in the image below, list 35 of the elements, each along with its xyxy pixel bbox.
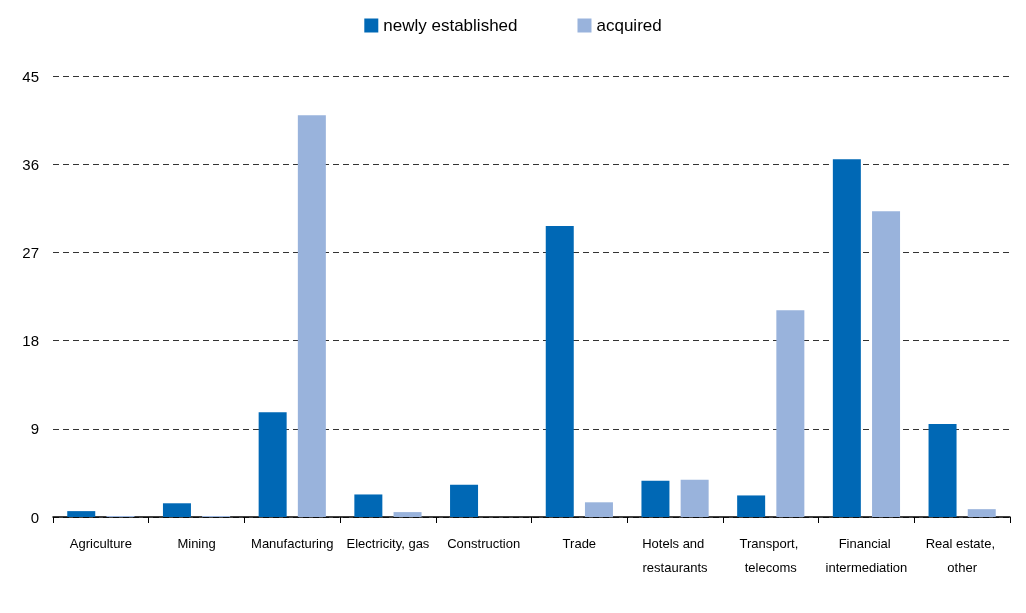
bar (584, 502, 613, 517)
x-tick-label: Hotels and restaurants (642, 535, 709, 575)
x-tick-label: Real estate, other (925, 535, 999, 575)
x-tick-label: Construction (447, 535, 521, 551)
bar (393, 512, 422, 517)
legend-label: newly established (383, 16, 518, 35)
bar (67, 511, 96, 517)
bar (545, 225, 574, 517)
x-tick-label: Mining (177, 535, 216, 551)
bar (832, 159, 861, 517)
y-tick-label: 36 (22, 155, 39, 173)
bar (967, 509, 996, 517)
bar (872, 211, 901, 517)
x-tick-label: Transport, telecoms (739, 535, 802, 575)
bar (162, 503, 191, 517)
y-tick-label: 0 (30, 508, 39, 526)
x-tick-label: Trade (562, 535, 597, 551)
y-tick-label: 9 (30, 420, 39, 438)
bar (258, 412, 287, 517)
y-tick-label: 18 (22, 332, 39, 350)
x-tick-label: Agriculture (69, 535, 132, 551)
x-tick-label: Manufacturing (251, 535, 334, 551)
bar (641, 480, 670, 517)
y-tick-label: 27 (22, 243, 39, 261)
legend-label: acquired (596, 16, 662, 35)
bar (450, 484, 479, 517)
bar (680, 479, 709, 517)
x-tick-label: Electricity, gas (346, 535, 430, 551)
bar (354, 494, 383, 517)
bar (776, 310, 805, 517)
bar (928, 423, 957, 517)
bar (297, 115, 326, 517)
x-tick-label: Financial intermediation (825, 535, 908, 575)
y-tick-label: 45 (22, 67, 39, 85)
bar (737, 495, 766, 517)
